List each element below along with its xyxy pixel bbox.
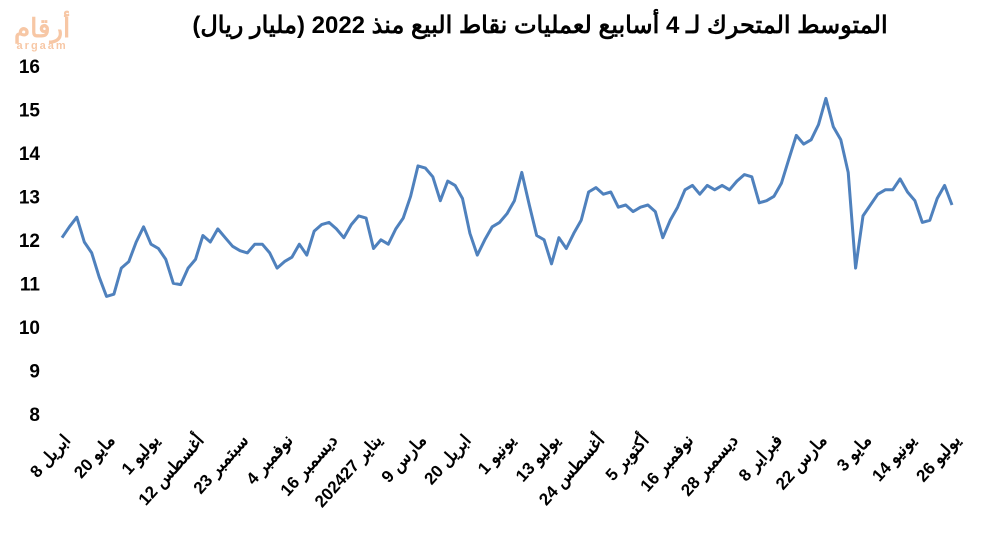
y-tick-label: 8 <box>29 405 40 426</box>
y-tick-label: 14 <box>19 144 41 165</box>
y-tick-label: 16 <box>19 57 40 78</box>
y-tick-label: 11 <box>20 275 41 296</box>
y-tick-label: 15 <box>19 101 41 122</box>
logo-text: أرقام <box>14 13 71 43</box>
x-tick-label: مايو 20 <box>70 431 119 483</box>
data-line <box>60 96 954 298</box>
y-tick-label: 10 <box>19 318 40 339</box>
y-tick-label: 12 <box>19 231 40 252</box>
y-tick-label: 13 <box>19 188 40 209</box>
x-tick-label: ابريل 8 <box>26 431 75 482</box>
y-tick-label: 9 <box>29 362 40 383</box>
logo: أرقام argaam <box>14 13 71 52</box>
logo-sub: argaam <box>16 40 68 52</box>
x-tick-label: يونيو 14 <box>868 431 920 486</box>
x-tick-label: مايو 3 <box>833 431 876 476</box>
chart-title: المتوسط المتحرك لـ 4 أسابيع لعمليات نقاط… <box>192 12 888 39</box>
x-tick-label: ابريل 20 <box>420 431 475 489</box>
x-tick-label: يوليو 26 <box>913 431 966 486</box>
